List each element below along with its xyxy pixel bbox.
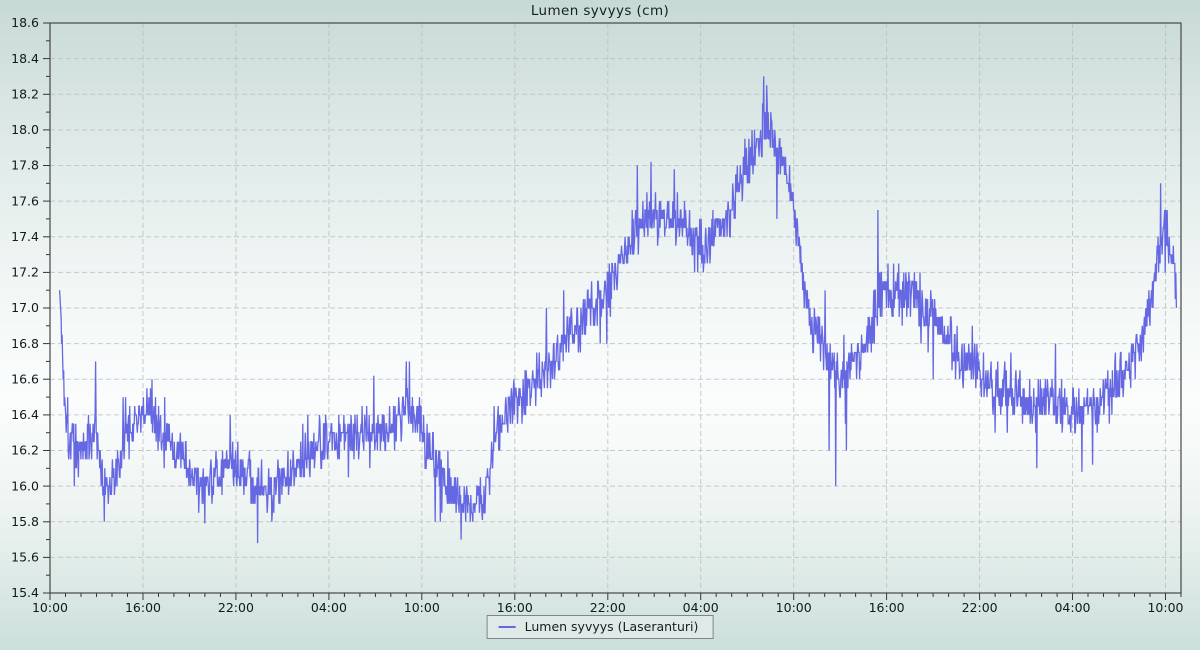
y-tick-label: 18.2 bbox=[11, 87, 39, 102]
y-tick-label: 18.6 bbox=[11, 15, 39, 30]
y-tick-label: 17.8 bbox=[11, 158, 39, 173]
x-tick-label: 10:00 bbox=[776, 600, 812, 615]
x-tick-label: 22:00 bbox=[962, 600, 998, 615]
grid-lines bbox=[50, 23, 1181, 593]
y-tick-label: 18.4 bbox=[11, 51, 39, 66]
depth-series-line bbox=[58, 76, 1178, 544]
x-tick-label: 04:00 bbox=[311, 600, 347, 615]
x-tick-label: 10:00 bbox=[1147, 600, 1183, 615]
y-tick-label: 16.6 bbox=[11, 371, 39, 386]
legend-line-swatch-icon bbox=[498, 626, 516, 628]
chart-title: Lumen syvyys (cm) bbox=[530, 3, 670, 19]
x-tick-label: 10:00 bbox=[404, 600, 440, 615]
x-tick-label: 16:00 bbox=[497, 600, 533, 615]
y-tick-label: 15.8 bbox=[11, 514, 39, 529]
x-tick-label: 10:00 bbox=[32, 600, 68, 615]
y-tick-label: 16.8 bbox=[11, 336, 39, 351]
plot-border bbox=[49, 22, 1182, 594]
x-axis-labels: 10:00 16:00 22:00 04:00 10:00 16:00 22:00 04:00… bbox=[32, 600, 1184, 615]
y-axis-labels: 15.4 15.6 15.8 16.0 16.2 16.4 16.6 16.8 17.0 17.2… bbox=[11, 15, 39, 600]
y-tick-label: 17.2 bbox=[11, 265, 39, 280]
x-tick-label: 04:00 bbox=[683, 600, 719, 615]
x-tick-label: 04:00 bbox=[1054, 600, 1090, 615]
x-tick-label: 22:00 bbox=[590, 600, 626, 615]
y-tick-label: 16.0 bbox=[11, 478, 39, 493]
x-tick-label: 16:00 bbox=[869, 600, 905, 615]
x-tick-label: 22:00 bbox=[218, 600, 254, 615]
y-tick-label: 17.0 bbox=[11, 300, 39, 315]
axis-ticks bbox=[43, 22, 1182, 600]
y-tick-label: 16.2 bbox=[11, 443, 39, 458]
y-tick-label: 15.6 bbox=[11, 550, 39, 565]
y-tick-label: 15.4 bbox=[11, 585, 39, 600]
y-tick-label: 17.6 bbox=[11, 193, 39, 208]
y-tick-label: 17.4 bbox=[11, 229, 39, 244]
legend-label: Lumen syvyys (Laseranturi) bbox=[524, 619, 699, 634]
x-tick-label: 16:00 bbox=[125, 600, 161, 615]
legend-box: Lumen syvyys (Laseranturi) bbox=[486, 615, 714, 639]
y-tick-label: 16.4 bbox=[11, 407, 39, 422]
y-tick-label: 18.0 bbox=[11, 122, 39, 137]
